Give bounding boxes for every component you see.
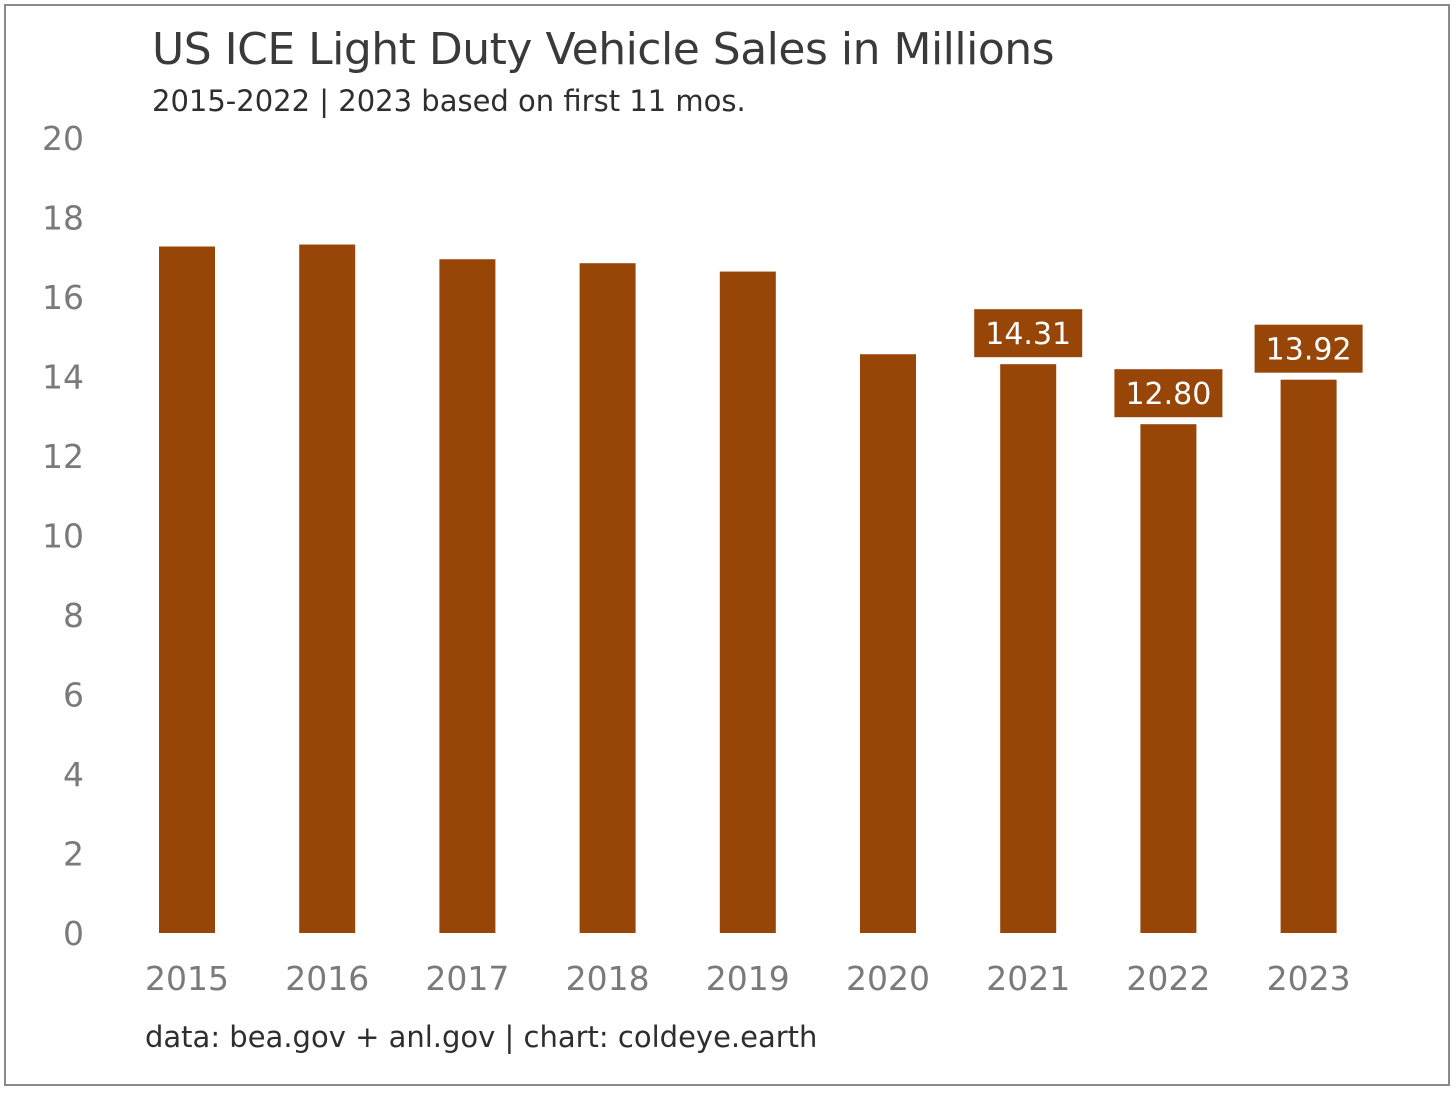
y-tick-label: 8 [63, 596, 84, 635]
x-axis: 2015 2016 2017 2018 2019 2020 2021 2022 2023 [145, 959, 1351, 998]
bar-2023 [1280, 379, 1337, 933]
x-tick-label: 2021 [986, 959, 1070, 998]
x-tick-label: 2023 [1267, 959, 1351, 998]
bar-2021 [1000, 364, 1057, 933]
y-axis: 0 2 4 6 8 10 12 14 16 18 20 [42, 119, 84, 953]
y-tick-label: 2 [63, 835, 84, 874]
y-tick-label: 12 [42, 437, 84, 476]
bar-2020 [860, 354, 916, 933]
chart-title: US ICE Light Duty Vehicle Sales in Milli… [152, 24, 1055, 75]
y-tick-label: 20 [42, 119, 84, 158]
data-label-box [1254, 324, 1363, 373]
y-tick-label: 10 [42, 517, 84, 556]
y-tick-label: 14 [42, 358, 84, 397]
data-label: 12.80 [1125, 377, 1211, 412]
x-tick-label: 2018 [566, 959, 650, 998]
bar-2018 [579, 263, 636, 933]
bar-2016 [299, 244, 356, 933]
data-labels: 14.31 12.80 13.92 [974, 309, 1363, 418]
chart-source: data: bea.gov + anl.gov | chart: coldeye… [145, 1020, 818, 1054]
x-tick-label: 2016 [285, 959, 369, 998]
y-tick-label: 6 [63, 676, 84, 715]
chart-subtitle: 2015-2022 | 2023 based on first 11 mos. [152, 84, 746, 118]
data-label: 13.92 [1266, 333, 1352, 368]
x-tick-label: 2017 [425, 959, 509, 998]
y-tick-label: 16 [42, 278, 84, 317]
x-tick-label: 2020 [846, 959, 930, 998]
bar-2017 [439, 259, 496, 933]
x-tick-label: 2022 [1126, 959, 1210, 998]
x-tick-label: 2019 [706, 959, 790, 998]
bar-2015 [159, 246, 215, 933]
x-tick-label: 2015 [145, 959, 229, 998]
y-tick-label: 0 [63, 914, 84, 953]
y-tick-label: 4 [63, 755, 84, 794]
bar-2019 [719, 271, 776, 933]
data-label: 14.31 [985, 317, 1071, 352]
data-label-box [1114, 369, 1223, 418]
data-label-box [974, 309, 1083, 358]
bars [159, 244, 1337, 933]
y-tick-label: 18 [42, 199, 84, 238]
bar-2022 [1140, 424, 1197, 933]
